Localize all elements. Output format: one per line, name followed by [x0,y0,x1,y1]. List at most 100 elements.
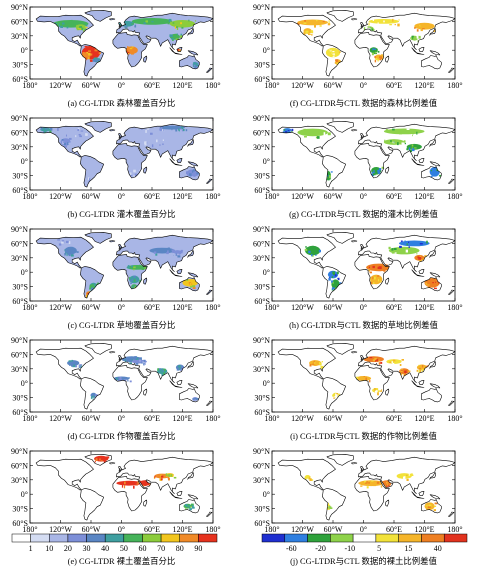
colorbar-label: 5 [377,544,381,553]
coastline-africa [354,254,390,290]
colorbar-difference: -60 -20 -10 5 15 40 [261,533,477,561]
lon-tick-label: 60°W [82,192,101,201]
coastline-eurasia [116,12,214,50]
lon-tick-label: 180° [205,525,220,534]
lon-tick-label: 180° [447,81,462,90]
map-region [406,143,422,150]
coastline-samerica [80,155,104,188]
lon-tick-label: 60°E [144,414,160,423]
colorbar-label: 70 [157,544,165,553]
lat-tick-label: 30°S [12,394,28,403]
coastline-africa [354,476,390,512]
lat-tick-label: 30°N [253,254,270,263]
coastline-namerica [35,458,94,491]
lat-tick-label: 60°S [254,408,270,417]
coastline-madagascar [143,388,148,396]
lat-tick-label: 90°N [11,447,28,456]
coastline-madagascar [385,55,390,63]
coastline-africa [112,365,148,401]
lat-tick-label: 60°S [254,75,270,84]
map-panel-j: 90°N 60°N 30°N 0° 30°S 60°S 180° 120°W 60°W 0° 60°… [244,447,467,535]
map-region [169,20,196,28]
colorbar-swatch [398,533,422,543]
coastline-namerica [277,347,336,380]
coastline-eurasia [358,123,456,161]
lat-tick-label: 0° [21,157,28,166]
coastline-samerica [322,155,346,188]
lon-tick-label: 60°E [386,414,402,423]
lon-tick-label: 120°E [414,414,434,423]
lat-tick-label: 0° [21,490,28,499]
lon-tick-label: 120°E [172,525,192,534]
coastline-iceland [351,18,358,21]
lon-tick-label: 0° [118,414,125,423]
lat-tick-label: 30°S [254,394,270,403]
colorbar-swatch [179,533,199,543]
map-region [414,22,435,30]
colorbar-label: -20 [315,544,326,553]
coastline-uk [118,22,123,27]
coastline-newzealand [448,511,455,517]
coastline-borneo [418,158,425,163]
lat-tick-label: 0° [263,46,270,55]
lon-tick-label: 180° [264,303,279,312]
lat-tick-label: 30°N [11,476,28,485]
coastline-indonesia [169,47,183,55]
lat-tick-label: 60°S [12,408,28,417]
colorbar-label: 90 [194,544,202,553]
coastline-iceland [109,240,116,243]
lat-tick-label: 60°S [12,186,28,195]
caption-j: (j) CG-LTDR与CTL 数据的裸土比例差值 [290,557,437,566]
coastline-uk [118,244,123,249]
caption-a: (a) CG-LTDR 森林覆盖百分比 [67,99,176,108]
coastline-africa [354,143,390,179]
colorbar-swatch [30,533,50,543]
coastline-uk [118,133,123,138]
lat-tick-label: 30°S [254,283,270,292]
coastline-greenland [326,454,354,466]
lon-tick-label: 120°W [49,414,72,423]
colorbar-swatch [67,533,87,543]
coastline-africa [112,143,148,179]
lon-tick-label: 180° [447,525,462,534]
lat-tick-label: 90°N [11,114,28,123]
caption-c: (c) CG-LTDR 草地覆盖百分比 [67,321,176,330]
coastline-borneo [418,491,425,496]
coastline-indonesia [411,269,425,277]
lon-tick-label: 180° [205,414,220,423]
coastline-japan [429,250,436,258]
coastline-iceland [109,129,116,132]
coastline-uk [360,22,365,27]
coastline-samerica [322,488,346,521]
lon-tick-label: 180° [22,525,37,534]
lon-tick-label: 60°E [386,81,402,90]
lat-tick-label: 30°S [12,172,28,181]
coastline-australia [421,166,442,181]
lat-tick-label: 30°N [253,32,270,41]
coastline-namerica [35,236,94,269]
coastline-borneo [418,380,425,385]
lon-tick-label: 180° [264,81,279,90]
lon-tick-label: 60°W [324,192,343,201]
lon-tick-label: 120°E [172,414,192,423]
colorbar-label: 20 [64,544,72,553]
coastline-newguinea [187,161,199,167]
coastline-australia [421,388,442,403]
coastline-borneo [418,269,425,274]
coastline-indonesia [411,158,425,166]
coastline-iceland [351,462,358,465]
coastline-eurasia [358,345,456,383]
lat-tick-label: 60°S [254,519,270,528]
coastline-iceland [351,240,358,243]
lat-tick-label: 0° [21,46,28,55]
colorbar-label: -60 [286,544,297,553]
lat-tick-label: 60°N [253,128,270,137]
coastline-australia [421,499,442,514]
lat-tick-label: 30°S [12,61,28,70]
colorbar-swatch [375,533,399,543]
coastline-newzealand [448,67,455,73]
coastline-newzealand [206,289,213,295]
